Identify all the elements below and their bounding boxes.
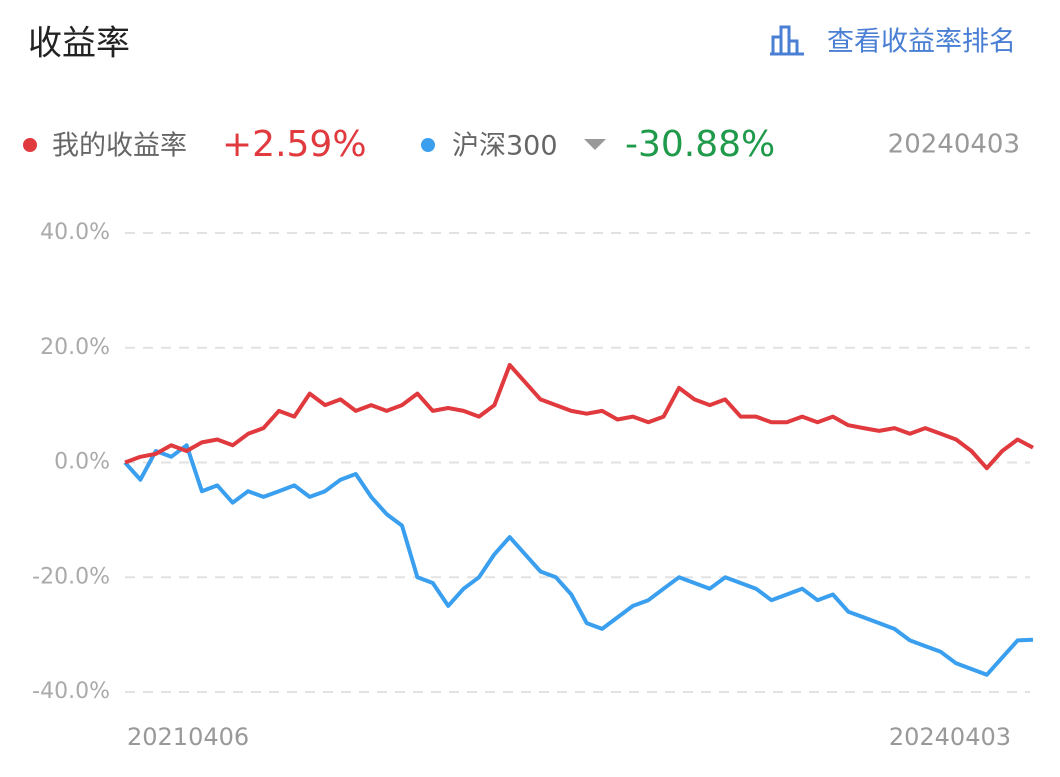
legend-marker	[421, 138, 435, 152]
legend-label: 我的收益率	[52, 131, 187, 162]
x-tick-label: 20240403	[889, 723, 1011, 751]
legend-value: +2.59%	[222, 124, 367, 165]
y-tick-label: -20.0%	[32, 564, 110, 589]
series-line	[123, 443, 1034, 677]
legend-marker	[23, 138, 37, 152]
x-tick-label: 20210406	[127, 723, 249, 751]
ranking-link[interactable]: 查看收益率排名	[770, 25, 1016, 58]
selected-date: 20240403	[888, 130, 1020, 160]
series-line	[124, 363, 1034, 471]
y-tick-label: 0.0%	[54, 450, 110, 475]
legend-label: 沪深300	[452, 131, 558, 162]
chart-title: 收益率	[28, 24, 130, 64]
y-tick-label: 20.0%	[40, 335, 110, 360]
y-tick-label: 40.0%	[40, 220, 110, 245]
legend-value: -30.88%	[625, 124, 775, 165]
ranking-link-text[interactable]: 查看收益率排名	[827, 27, 1016, 58]
ranking-icon	[770, 25, 804, 56]
dropdown-arrow[interactable]	[584, 139, 606, 150]
y-tick-label: -40.0%	[32, 679, 110, 704]
